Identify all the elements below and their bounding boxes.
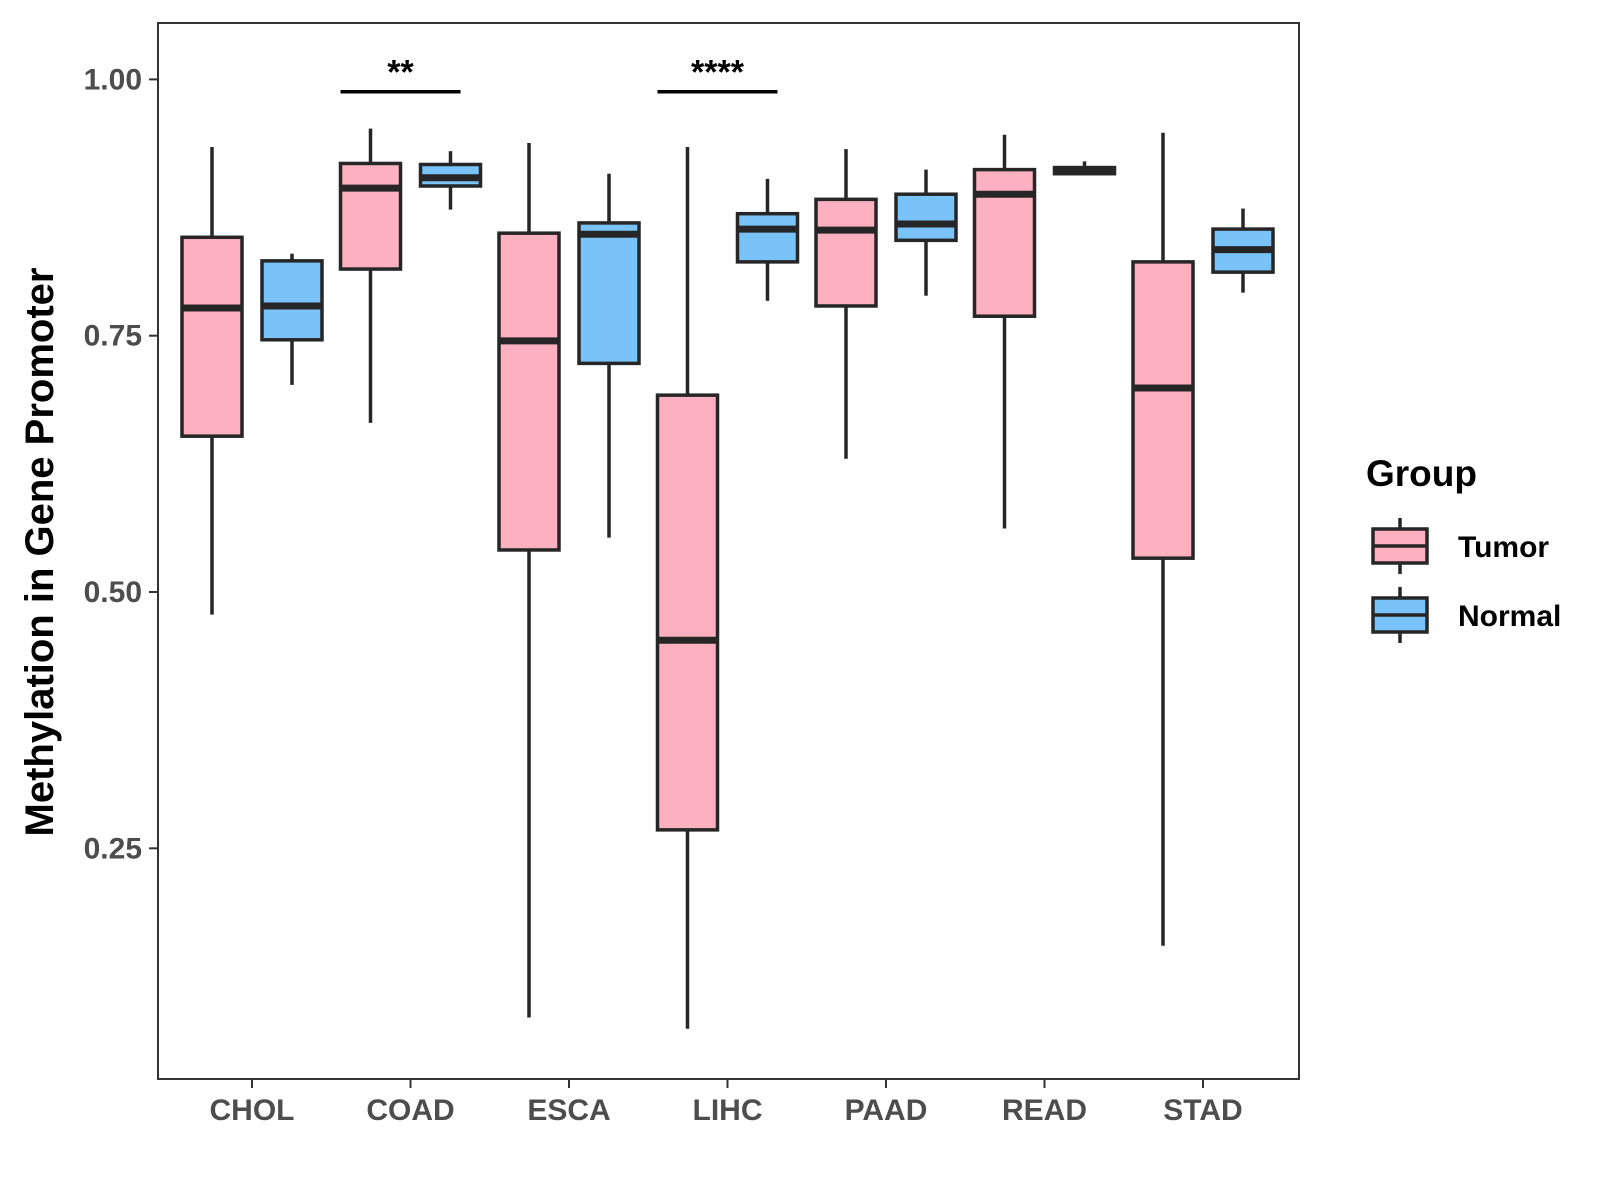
significance-layer: ** **** (340, 54, 778, 94)
iqr-box (577, 221, 641, 366)
legend-label-tumor: Tumor (1458, 531, 1549, 564)
box-normal-stad (1211, 208, 1275, 293)
box-tumor-coad (338, 128, 403, 423)
box-normal-lihc (735, 178, 800, 301)
iqr-box (894, 192, 958, 243)
box-tumor-lihc (655, 147, 720, 1029)
x-tick-label: READ (1002, 1094, 1087, 1127)
box-tumor-read (972, 134, 1037, 529)
box-normal-coad (418, 151, 483, 210)
y-tick-label: 1.00 (84, 63, 142, 96)
y-axis: 0.25 0.50 0.75 1.00 (84, 63, 158, 865)
x-axis: CHOL COAD ESCA LIHC PAAD READ STAD (210, 1079, 1243, 1127)
y-tick-label: 0.25 (84, 832, 142, 865)
box-normal-read (1052, 161, 1117, 176)
box-normal-chol (260, 253, 324, 385)
boxes-layer (180, 128, 1275, 1029)
iqr-box (180, 235, 244, 438)
iqr-box (497, 231, 561, 552)
box-normal-paad (894, 169, 958, 296)
iqr-box (1131, 260, 1195, 560)
box-tumor-esca (497, 142, 561, 1018)
legend-key-tumor (1371, 518, 1429, 574)
legend-entries: Tumor Normal (1371, 518, 1561, 643)
significance-label: ** (387, 54, 414, 92)
x-tick-label: LIHC (693, 1094, 763, 1127)
iqr-box (735, 211, 800, 264)
x-tick-label: CHOL (210, 1094, 295, 1127)
y-tick-label: 0.75 (84, 320, 142, 353)
y-axis-title: Methylation in Gene Promoter (18, 268, 62, 837)
iqr-box (260, 259, 324, 342)
box-tumor-chol (180, 147, 244, 615)
y-tick-label: 0.50 (84, 576, 142, 609)
x-tick-label: PAAD (845, 1094, 928, 1127)
iqr-box (655, 393, 720, 832)
box-normal-esca (577, 173, 641, 538)
iqr-box (338, 161, 403, 271)
box-tumor-paad (814, 149, 878, 459)
iqr-box (814, 197, 878, 308)
legend: Group Tumor Normal (1366, 453, 1561, 643)
significance-label: **** (691, 54, 745, 92)
legend-key-normal (1371, 587, 1429, 643)
legend-label-normal: Normal (1458, 600, 1561, 633)
box-tumor-stad (1131, 132, 1195, 946)
legend-title: Group (1366, 453, 1477, 494)
x-tick-label: COAD (366, 1094, 454, 1127)
x-tick-label: ESCA (527, 1094, 610, 1127)
x-tick-label: STAD (1163, 1094, 1242, 1127)
